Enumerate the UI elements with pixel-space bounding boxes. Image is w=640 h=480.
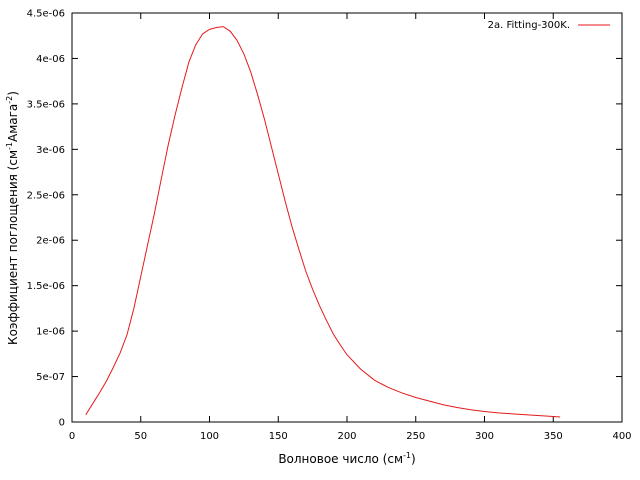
y-tick-label: 4e-06 bbox=[36, 54, 65, 65]
x-axis-title-text: Волновое число (см bbox=[278, 452, 403, 466]
x-tick-label: 150 bbox=[269, 431, 288, 442]
y-tick-label: 1e-06 bbox=[36, 327, 65, 338]
y-tick-label: 5e-07 bbox=[36, 372, 65, 383]
x-tick-label: 300 bbox=[475, 431, 494, 442]
x-tick-label: 0 bbox=[69, 431, 75, 442]
y-tick-label: 0 bbox=[59, 418, 65, 429]
x-axis: 0 50 100 150 200 250 300 350 400 bbox=[69, 13, 632, 442]
x-tick-label: 50 bbox=[134, 431, 147, 442]
y-axis: 0 5e-07 1e-06 1.5e-06 2e-06 2.5e-06 3e-06 3.5e-… bbox=[27, 9, 622, 429]
y-axis-title-mid: Амага bbox=[6, 104, 20, 142]
y-axis-title-text: Коэффициент поглощения (см bbox=[6, 150, 20, 345]
legend-label: 2a. Fitting-300K. bbox=[488, 20, 570, 31]
x-axis-title-sup: -1 bbox=[403, 451, 411, 460]
x-tick-label: 250 bbox=[406, 431, 425, 442]
x-tick-label: 350 bbox=[544, 431, 563, 442]
y-tick-label: 2.5e-06 bbox=[27, 190, 65, 201]
y-tick-label: 1.5e-06 bbox=[27, 281, 65, 292]
y-tick-label: 3.5e-06 bbox=[27, 99, 65, 110]
y-axis-title-suffix: ) bbox=[6, 91, 20, 96]
x-tick-label: 200 bbox=[337, 431, 356, 442]
x-axis-title: Волновое число (см-1) bbox=[278, 451, 415, 466]
series-line bbox=[85, 26, 561, 418]
y-axis-title-sup1: -1 bbox=[5, 142, 14, 150]
y-tick-label: 2e-06 bbox=[36, 236, 65, 247]
y-tick-label: 3e-06 bbox=[36, 145, 65, 156]
y-tick-label: 4.5e-06 bbox=[27, 9, 65, 20]
plot-frame bbox=[71, 12, 623, 423]
x-tick-label: 400 bbox=[612, 431, 631, 442]
legend: 2a. Fitting-300K. bbox=[488, 20, 610, 31]
x-tick-label: 100 bbox=[200, 431, 219, 442]
y-axis-title: Коэффициент поглощения (см-1Амага-2) bbox=[5, 91, 20, 345]
y-axis-title-sup2: -2 bbox=[5, 96, 14, 104]
x-axis-title-suffix: ) bbox=[411, 452, 416, 466]
series-layer bbox=[85, 26, 561, 418]
